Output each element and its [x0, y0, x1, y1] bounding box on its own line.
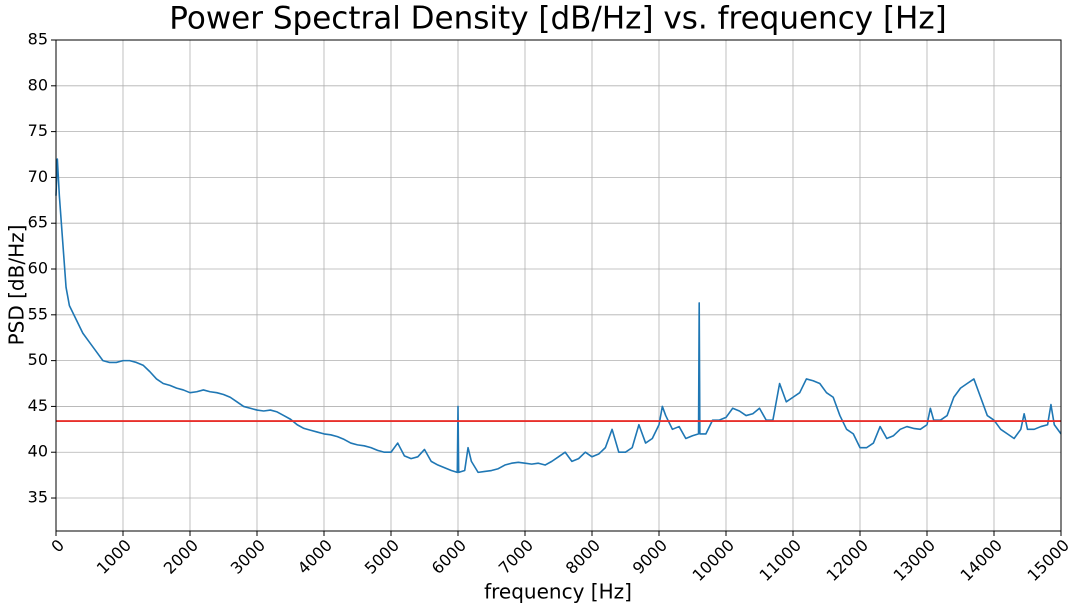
y-tick-label: 80	[28, 75, 48, 94]
psd-line	[55, 158, 1062, 474]
y-tick-label: 85	[28, 30, 48, 49]
y-tick-label: 70	[28, 167, 48, 186]
y-tick-label: 45	[28, 396, 48, 415]
y-tick-label: 75	[28, 121, 48, 140]
y-tick-label: 65	[28, 213, 48, 232]
y-tick-label: 40	[28, 442, 48, 461]
plot-frame	[55, 39, 1062, 532]
y-tick-label: 55	[28, 304, 48, 323]
y-axis-label: PSD [dB/Hz]	[5, 225, 29, 346]
y-tick-label: 60	[28, 259, 48, 278]
y-tick-label: 35	[28, 488, 48, 507]
x-axis-label: frequency [Hz]	[484, 580, 632, 604]
chart-title: Power Spectral Density [dB/Hz] vs. frequ…	[169, 1, 946, 37]
y-tick-label: 50	[28, 350, 48, 369]
